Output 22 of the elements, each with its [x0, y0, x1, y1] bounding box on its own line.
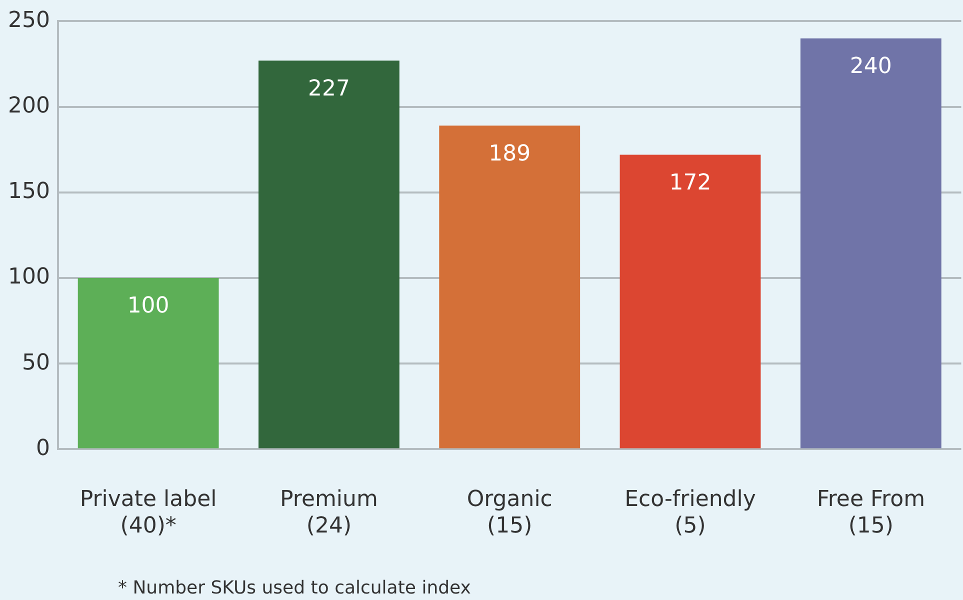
data-label: 189: [488, 141, 531, 166]
text: * Number SKUs used to calculate index: [118, 578, 472, 599]
bar: [258, 60, 400, 448]
data-label: 100: [127, 294, 170, 319]
y-tick-label: 50: [22, 350, 50, 376]
y-tick-label: 250: [8, 8, 50, 33]
bar: [800, 38, 942, 448]
x-tick-label: Organic (15): [466, 487, 552, 539]
y-tick-label: 150: [8, 179, 50, 204]
x-tick-label: Private label (40)*: [80, 487, 217, 539]
y-tick-label: 200: [8, 94, 50, 119]
data-label: 240: [850, 54, 892, 80]
y-tick-label: 100: [8, 264, 50, 290]
bar: [78, 278, 219, 448]
x-tick-label: Eco-friendly (5): [624, 487, 756, 539]
bar: [439, 126, 580, 448]
bar: [620, 154, 761, 448]
y-tick-label: 0: [36, 436, 50, 461]
data-label: 172: [669, 170, 712, 196]
x-tick-label: Premium (24): [280, 487, 378, 539]
x-tick-label: Free From (15): [816, 487, 925, 539]
data-label: 227: [308, 76, 350, 102]
